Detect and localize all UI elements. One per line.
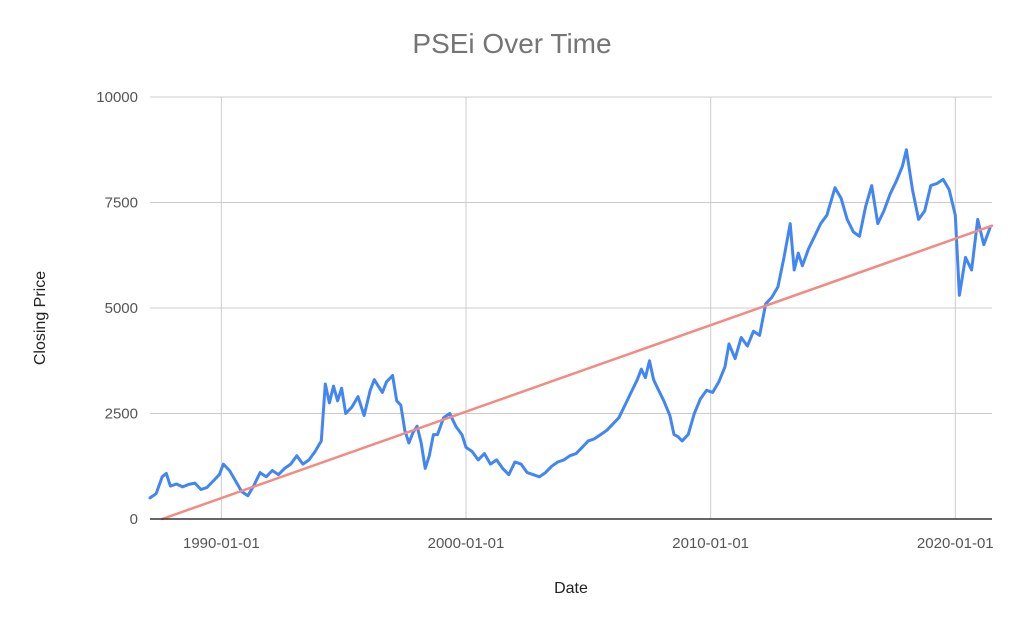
gridlines [150,96,992,519]
x-axis-title: Date [554,580,588,597]
y-axis-title: Closing Price [32,270,49,366]
y-tick-label: 5000 [105,300,138,317]
y-tick-label: 10000 [96,89,138,106]
plot-area [148,148,994,521]
y-tick-label: 7500 [105,195,138,212]
chart-title: PSEi Over Time [412,28,612,59]
closing-price-line [148,148,992,500]
x-tick-label: 2000-01-01 [428,535,505,552]
trendline [160,224,994,521]
y-axis-ticks: 0 2500 5000 7500 10000 [96,89,138,528]
x-tick-label: 1990-01-01 [183,535,260,552]
x-tick-label: 2020-01-01 [917,535,994,552]
y-tick-label: 2500 [105,406,138,423]
y-tick-label: 0 [130,511,138,528]
x-tick-label: 2010-01-01 [672,535,749,552]
x-axis-ticks: 1990-01-01 2000-01-01 2010-01-01 2020-01-01 [183,535,994,552]
